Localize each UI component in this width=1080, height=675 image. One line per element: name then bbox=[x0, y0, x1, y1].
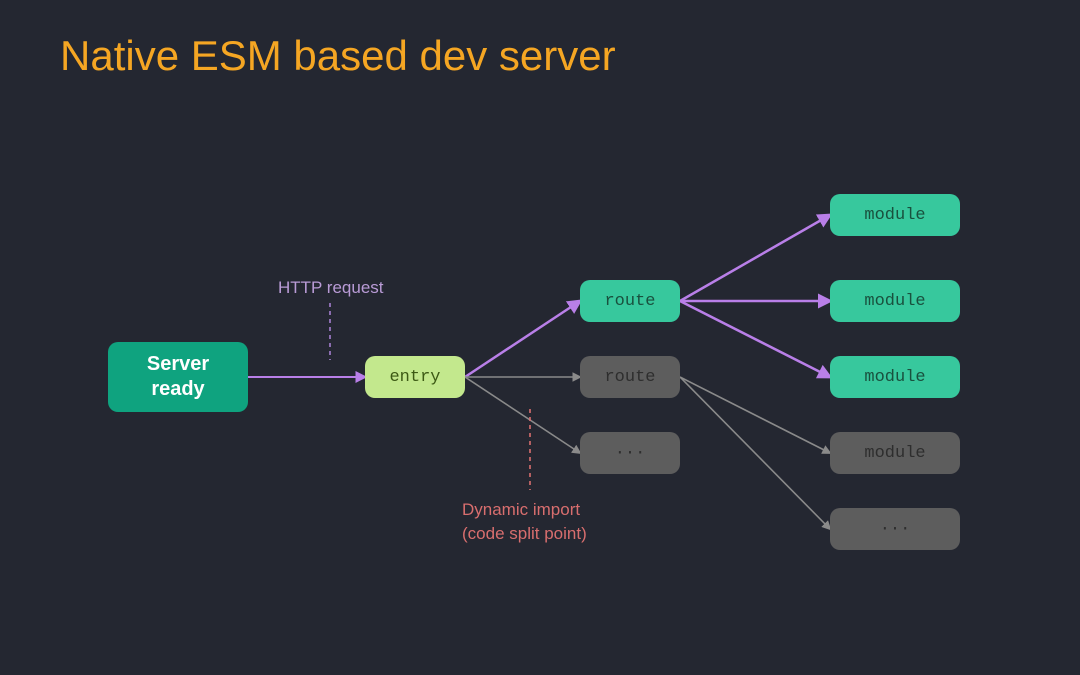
node-route3: ··· bbox=[580, 432, 680, 474]
node-module4: module bbox=[830, 432, 960, 474]
node-module5: ··· bbox=[830, 508, 960, 550]
node-route2: route bbox=[580, 356, 680, 398]
node-module2: module bbox=[830, 280, 960, 322]
node-module1: module bbox=[830, 194, 960, 236]
node-route1: route bbox=[580, 280, 680, 322]
node-server: Serverready bbox=[108, 342, 248, 412]
node-entry: entry bbox=[365, 356, 465, 398]
node-module3: module bbox=[830, 356, 960, 398]
dynamic-import-label: Dynamic import (code split point) bbox=[462, 498, 587, 546]
http-request-label: HTTP request bbox=[278, 278, 384, 298]
nodes-layer: Serverready entry route route ··· module modul… bbox=[0, 0, 1080, 675]
